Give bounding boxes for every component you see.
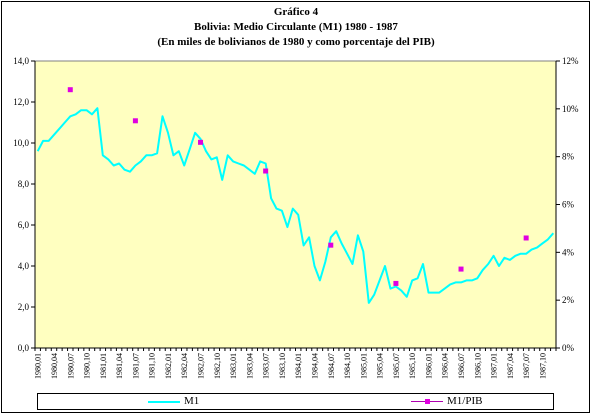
y-right-tick-label: 2%	[562, 295, 575, 305]
x-tick-label: 1985,04	[376, 353, 385, 379]
y-right-tick-label: 8%	[562, 152, 575, 162]
x-tick-label: 1986,04	[441, 353, 450, 379]
series-m1-line	[36, 107, 555, 304]
x-tick-label: 1985,10	[408, 353, 417, 379]
x-tick-label: 1982,01	[164, 353, 173, 379]
x-tick-label: 1987,01	[490, 353, 499, 379]
y-left-tick-label: 10,0	[13, 138, 29, 148]
x-tick-label: 1984,04	[310, 353, 319, 379]
chart-subtitle: Bolivia: Medio Circulante (M1) 1980 - 19…	[194, 21, 398, 33]
y-left-tick-label: 2,0	[18, 302, 30, 312]
x-tick-label: 1980,07	[66, 353, 75, 379]
series-m1pib-point	[328, 242, 334, 248]
x-tick-label: 1983,04	[245, 353, 254, 379]
chart-area: 0,0 2,0 4,0 6,0 8,0 10,0 12,0 14,0 0% 2% 4% 6% 8% 10%…	[13, 56, 579, 379]
y-left-tick-label: 0,0	[18, 343, 30, 353]
x-tick-label: 1981,10	[148, 353, 157, 379]
x-tick-label: 1980,01	[34, 353, 43, 379]
y-right-tick-label: 0%	[562, 343, 575, 353]
series-m1pib-point	[67, 87, 73, 93]
x-tick-label: 1986,07	[457, 353, 466, 379]
x-tick-label: 1980,04	[50, 353, 59, 379]
x-tick-label: 1983,01	[229, 353, 238, 379]
legend-m1pib-marker	[425, 399, 430, 404]
plot-area	[34, 60, 557, 349]
x-tick-label: 1987,10	[538, 353, 547, 379]
y-left-tick-label: 6,0	[18, 220, 30, 230]
x-tick-label: 1985,01	[359, 353, 368, 379]
x-tick-label: 1987,07	[522, 353, 531, 379]
y-left-tick-label: 12,0	[13, 97, 29, 107]
legend-m1pib-label: M1/PIB	[447, 395, 483, 407]
x-tick-label: 1986,10	[473, 353, 482, 379]
chart-units-note: (En miles de bolivianos de 1980 y como p…	[157, 36, 435, 48]
legend: M1 M1/PIB	[37, 393, 554, 410]
x-tick-label: 1984,01	[294, 353, 303, 379]
series-m1pib-point	[263, 168, 269, 174]
series-m1pib-point	[523, 235, 529, 241]
series-m1pib-point	[393, 280, 399, 286]
x-tick-label: 1984,07	[327, 353, 336, 379]
x-tick-label: 1981,07	[131, 353, 140, 379]
series-m1pib-point	[458, 266, 464, 272]
x-tick-label: 1987,04	[506, 353, 515, 379]
x-tick-label: 1983,07	[262, 353, 271, 379]
x-tick-label: 1983,10	[278, 353, 287, 379]
x-tick-label: 1981,04	[115, 353, 124, 379]
x-tick-label: 1982,10	[213, 353, 222, 379]
y-right-tick-label: 6%	[562, 200, 575, 210]
y-left-tick-label: 14,0	[13, 56, 29, 66]
x-tick-label: 1985,07	[392, 353, 401, 379]
legend-m1-swatch	[148, 401, 180, 403]
series-m1pib-point	[132, 118, 138, 124]
x-tick-label: 1981,01	[99, 353, 108, 379]
y-right-tick-label: 12%	[562, 56, 579, 66]
x-tick-label: 1982,07	[197, 353, 206, 379]
chart-title: Gráfico 4	[273, 6, 319, 18]
x-tick-label: 1982,04	[180, 353, 189, 379]
x-tick-label: 1984,10	[343, 353, 352, 379]
series-m1pib-point	[198, 139, 204, 145]
legend-m1-label: M1	[184, 395, 200, 407]
x-tick-label: 1980,10	[83, 353, 92, 379]
y-left-tick-label: 8,0	[18, 179, 30, 189]
x-tick-label: 1986,01	[424, 353, 433, 379]
y-right-tick-label: 10%	[562, 104, 579, 114]
y-right-tick-label: 4%	[562, 247, 575, 257]
y-left-tick-label: 4,0	[18, 261, 30, 271]
